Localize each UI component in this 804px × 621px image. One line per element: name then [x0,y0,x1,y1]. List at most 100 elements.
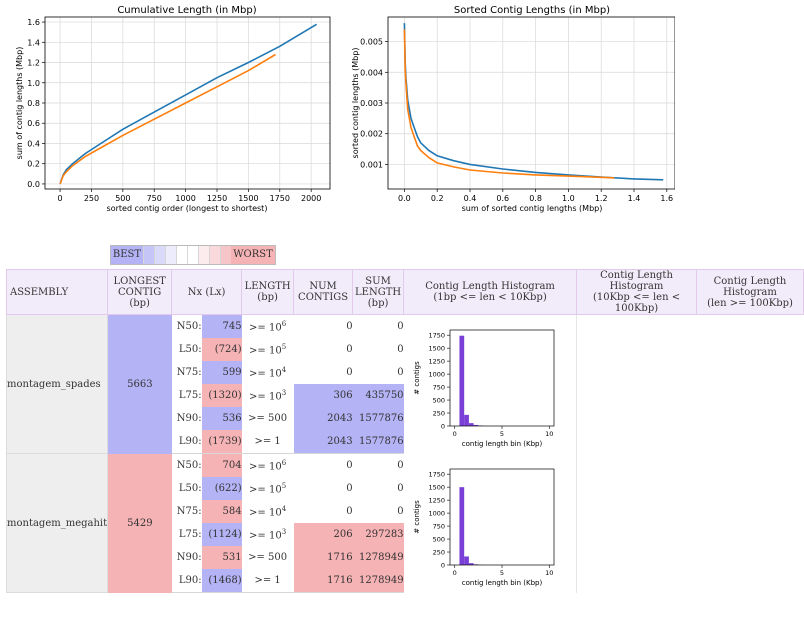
num-contigs-value: 1716 [293,569,353,593]
nx-label: N90: [176,552,202,563]
x-tick-label: 1.0 [562,194,575,203]
y-tick-label: 750 [432,522,444,530]
num-contigs-value: 306 [293,384,353,407]
length-threshold: >= 105 [249,481,287,496]
table-row: L50: (724) >= 105 0 0 [7,338,804,361]
plot-frame [449,468,555,565]
x-tick-label: 1500 [238,194,258,203]
length-threshold: >= 103 [249,527,287,542]
header-num-contigs: NUM CONTIGS [293,269,354,315]
table-row: montagem_spades 5663 N50: 745 >= 106 0 0… [5,314,804,454]
sum-length-value: 1577876 [352,430,404,454]
x-axis-label: sum of sorted contig lengths (Mbp) [462,204,603,213]
nx-label: L50: [178,483,202,494]
histogram-bar [459,335,464,426]
y-tick-label: 1000 [428,509,445,517]
table-row: L75: (1320) >= 103 306 435750 [7,384,804,407]
sum-length-value: 0 [397,483,404,494]
y-tick-label: 1.2 [27,59,40,68]
histogram-bar [468,422,474,426]
legend-swatch [154,246,165,264]
sum-length-value: 1278949 [352,546,404,569]
length-threshold: >= 1 [241,569,294,593]
histogram-empty-cell [696,315,803,454]
legend-swatch [220,246,231,264]
y-tick-label: 1500 [428,344,445,352]
nx-label: L75: [178,529,202,540]
length-threshold: >= 106 [249,458,287,473]
nx-value: 536 [201,407,242,430]
y-tick-label: 1750 [428,470,445,478]
table-row: L50: (622) >= 105 0 0 [7,477,804,500]
series-line-montagem_megahit [403,29,615,179]
table-row: N75: 584 >= 104 0 0 [7,500,804,523]
table-row: N90: 531 >= 500 1716 1278949 [7,546,804,569]
table-row: N90: 536 >= 500 2043 1577876 [7,407,804,430]
y-tick-label: 1.6 [27,18,40,27]
nx-value: 531 [201,546,242,569]
table-row: L75: (1124) >= 103 206 297283 [7,523,804,546]
x-tick-label: 1.6 [660,194,673,203]
series-line-montagem_spades [59,23,318,185]
quast-report-table: ASSEMBLY LONGEST CONTIG (bp) Nx (Lx) LENGT… [5,269,804,593]
num-contigs-value: 2043 [293,407,353,430]
y-tick-label: 750 [432,383,444,391]
legend-swatch [176,246,187,264]
legend-worst-label: WORST [231,246,275,264]
x-tick-label: 1750 [270,194,290,203]
legend-best-label: BEST [111,246,143,264]
header-row: ASSEMBLY LONGEST CONTIG (bp) Nx (Lx) LENGT… [5,269,804,315]
nx-label: N75: [176,506,202,517]
assembly-name: montagem_spades [5,314,109,454]
y-tick-label: 500 [432,535,444,543]
legend-swatch [198,246,209,264]
sum-length-value: 0 [397,367,404,378]
legend-swatch [143,246,154,264]
nx-label: L90: [171,430,202,454]
histogram-bar [468,562,474,565]
num-contigs-value: 0 [346,483,353,494]
nx-value: (622) [201,477,242,500]
nx-value: (724) [201,338,242,361]
y-tick-label: 250 [432,409,444,417]
x-tick-label: 0.0 [398,194,411,203]
length-threshold: >= 500 [248,413,288,424]
header-length: LENGTH (bp) [241,269,295,315]
num-contigs-value: 0 [346,367,353,378]
sum-length-value: 0 [397,344,404,355]
y-tick-label: 1000 [428,370,445,378]
header-sum-length: SUM LENGTH (bp) [352,269,405,315]
nx-label: N90: [176,413,202,424]
histogram-bar [459,486,464,565]
sum-length-value: 435750 [352,384,404,407]
length-threshold: >= 106 [249,319,287,334]
x-tick-label: 5 [500,430,504,438]
y-axis-label: sum of contig lengths (Mbp) [15,47,24,160]
header-assembly: ASSEMBLY [5,269,109,315]
num-contigs-value: 1716 [293,546,353,569]
table-row: L90: (1739) >= 1 2043 1577876 [7,430,804,454]
cumulative-length-chart: Cumulative Length (in Mbp) 0 250 500 750 100… [15,5,331,213]
y-tick-label: 1750 [428,331,445,339]
x-tick-label: 0 [452,430,456,438]
length-threshold: >= 104 [249,504,287,519]
longest-contig-value: 5663 [107,314,172,454]
y-tick-label: 0.2 [27,160,40,169]
length-threshold: >= 104 [249,365,287,380]
y-tick-label: 1.4 [27,38,40,47]
y-tick-label: 0.001 [360,160,383,169]
x-tick-label: 1.2 [595,194,608,203]
header-nx: Nx (Lx) [171,269,243,315]
y-tick-label: 0.003 [360,99,383,108]
x-tick-label: 5 [500,569,504,577]
x-tick-label: 0 [452,569,456,577]
length-threshold: >= 103 [249,388,287,403]
histogram-bar [473,424,479,426]
plot-frame [449,329,555,427]
nx-value: (1468) [201,569,242,593]
x-tick-label: 10 [545,569,553,577]
y-tick-label: 1500 [428,483,445,491]
nx-label: L50: [178,344,202,355]
